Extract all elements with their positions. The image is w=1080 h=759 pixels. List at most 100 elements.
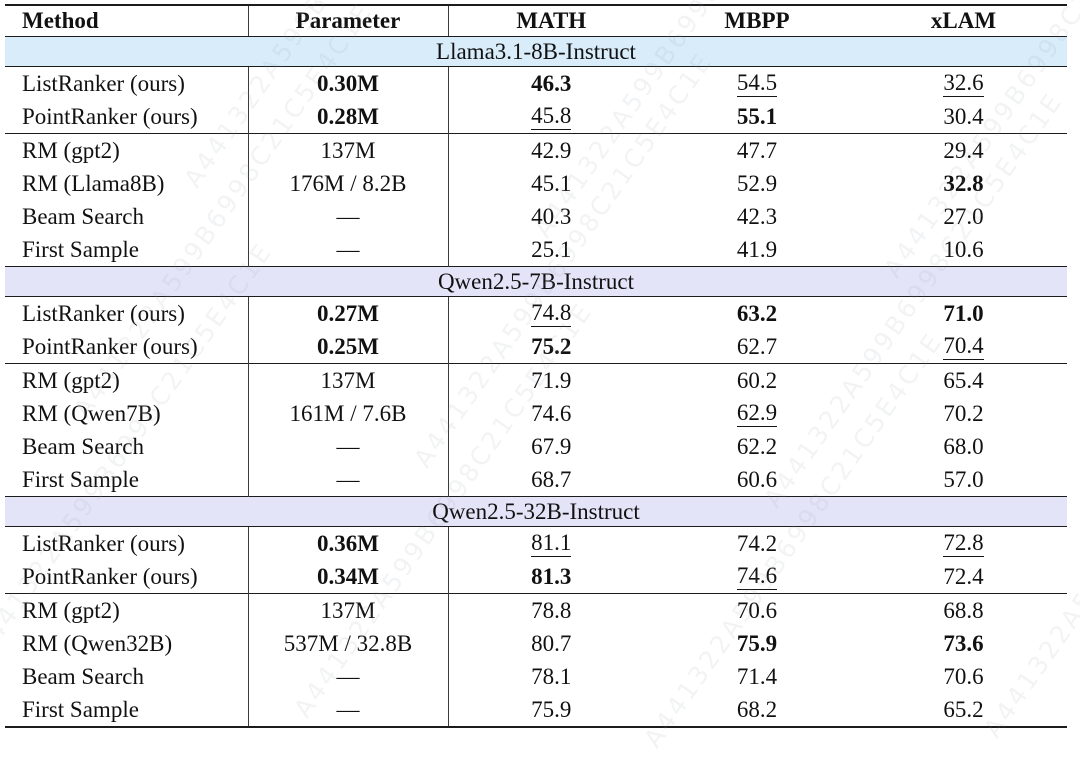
value-cell-xlam: 10.6 (860, 233, 1067, 267)
parameter-cell-text: — (336, 433, 360, 459)
value-cell-mbpp: 47.7 (654, 133, 860, 167)
parameter-cell: 0.30M (248, 66, 449, 100)
parameter-cell: 161M / 7.6B (248, 397, 449, 430)
value-cell-math: 75.9 (448, 693, 654, 727)
value-cell-mbpp: 62.2 (654, 430, 860, 463)
table-row: Beam Search — 67.9 62.2 68.0 (5, 430, 1067, 463)
value-cell-mbpp: 75.9 (654, 627, 860, 660)
value-cell-xlam-text: 73.6 (943, 630, 984, 656)
value-cell-xlam: 65.2 (860, 693, 1067, 727)
parameter-cell: — (248, 693, 449, 727)
value-cell-mbpp: 60.6 (654, 463, 860, 497)
value-cell-mbpp: 52.9 (654, 167, 860, 200)
value-cell-xlam: 71.0 (860, 297, 1067, 331)
value-cell-math-text: 78.1 (531, 663, 572, 689)
parameter-cell: 137M (248, 593, 449, 627)
value-cell-xlam: 65.4 (860, 363, 1067, 397)
value-cell-xlam-text: 70.6 (943, 663, 984, 689)
value-cell-math: 75.2 (448, 330, 654, 364)
table-row: Beam Search — 78.1 71.4 70.6 (5, 660, 1067, 693)
value-cell-xlam-text: 57.0 (943, 466, 984, 492)
value-cell-mbpp-text: 52.9 (736, 170, 778, 196)
value-cell-math-text: 67.9 (531, 433, 572, 459)
method-cell: First Sample (5, 233, 249, 267)
value-cell-math-text: 46.3 (531, 70, 572, 96)
method-cell-text: RM (gpt2) (22, 137, 120, 163)
col-header-math: MATH (448, 5, 654, 37)
method-cell-text: ListRanker (ours) (22, 300, 185, 326)
value-cell-mbpp: 42.3 (654, 200, 860, 233)
value-cell-xlam-text: 29.4 (943, 137, 984, 163)
method-cell: PointRanker (ours) (5, 100, 249, 134)
value-cell-mbpp: 60.2 (654, 363, 860, 397)
method-cell: First Sample (5, 693, 249, 727)
parameter-cell-text: 176M / 8.2B (289, 170, 407, 196)
parameter-cell-text: — (336, 203, 360, 229)
value-cell-math-text: 81.3 (531, 563, 572, 589)
value-cell-math-text: 74.6 (531, 400, 572, 426)
value-cell-math-text: 75.9 (531, 696, 572, 722)
value-cell-mbpp-text: 75.9 (736, 630, 778, 656)
value-cell-mbpp: 71.4 (654, 660, 860, 693)
value-cell-mbpp-text: 41.9 (736, 236, 778, 262)
value-cell-xlam-text: 72.4 (943, 563, 984, 589)
parameter-cell: 537M / 32.8B (248, 627, 449, 660)
value-cell-mbpp-text: 60.2 (736, 367, 778, 393)
value-cell-math: 80.7 (448, 627, 654, 660)
method-cell-text: RM (Llama8B) (22, 170, 165, 196)
parameter-cell: — (248, 463, 449, 497)
value-cell-xlam: 70.4 (860, 330, 1067, 364)
value-cell-mbpp-text: 74.2 (736, 530, 778, 556)
parameter-cell-text: 0.34M (317, 563, 379, 589)
method-cell-text: First Sample (22, 696, 139, 722)
method-cell: ListRanker (ours) (5, 296, 249, 330)
method-cell: RM (gpt2) (5, 133, 249, 167)
value-cell-mbpp: 74.6 (654, 560, 860, 594)
value-cell-mbpp: 63.2 (654, 297, 860, 331)
value-cell-math: 42.9 (448, 133, 654, 167)
value-cell-math: 45.8 (448, 100, 654, 134)
results-table: Method Parameter MATH MBPP xLAM Llama3.1… (5, 4, 1067, 728)
col-header-mbpp: MBPP (654, 5, 860, 37)
value-cell-math: 71.9 (448, 363, 654, 397)
value-cell-xlam: 73.6 (860, 627, 1067, 660)
value-cell-mbpp: 68.2 (654, 693, 860, 727)
parameter-cell: 137M (248, 133, 449, 167)
value-cell-math: 40.3 (448, 200, 654, 233)
value-cell-math: 78.8 (448, 593, 654, 627)
table-row: ListRanker (ours) 0.27M 74.8 63.2 71.0 (5, 296, 1067, 331)
parameter-cell: — (248, 233, 449, 267)
parameter-cell-text: — (336, 696, 360, 722)
method-cell-text: PointRanker (ours) (22, 333, 198, 359)
method-cell-text: ListRanker (ours) (22, 70, 185, 96)
method-cell: RM (gpt2) (5, 593, 249, 627)
method-cell-text: First Sample (22, 236, 139, 262)
value-cell-xlam: 68.0 (860, 430, 1067, 463)
value-cell-xlam: 27.0 (860, 200, 1067, 233)
parameter-cell-text: 161M / 7.6B (289, 400, 407, 426)
value-cell-xlam-text: 68.8 (943, 597, 984, 623)
table-row: PointRanker (ours) 0.34M 81.3 74.6 72.4 (5, 560, 1067, 594)
method-cell-text: RM (gpt2) (22, 367, 120, 393)
value-cell-mbpp-text: 68.2 (736, 696, 778, 722)
value-cell-xlam-text: 10.6 (943, 236, 984, 262)
table-row: Beam Search — 40.3 42.3 27.0 (5, 200, 1067, 233)
parameter-cell: 0.28M (248, 100, 449, 134)
value-cell-xlam-text: 65.4 (943, 367, 984, 393)
parameter-cell-text: 0.27M (317, 300, 379, 326)
value-cell-mbpp-text: 60.6 (736, 466, 778, 492)
col-header-method: Method (5, 5, 249, 37)
value-cell-mbpp-text: 63.2 (736, 300, 778, 326)
value-cell-math: 68.7 (448, 463, 654, 497)
parameter-cell: 176M / 8.2B (248, 167, 449, 200)
parameter-cell: — (248, 430, 449, 463)
value-cell-mbpp-text: 47.7 (736, 137, 778, 163)
value-cell-math-text: 42.9 (531, 137, 572, 163)
method-cell: First Sample (5, 463, 249, 497)
value-cell-math-text: 74.8 (531, 300, 572, 327)
value-cell-xlam-text: 30.4 (943, 103, 984, 129)
value-cell-mbpp: 41.9 (654, 233, 860, 267)
value-cell-mbpp-text: 55.1 (736, 103, 778, 129)
value-cell-xlam: 30.4 (860, 100, 1067, 134)
